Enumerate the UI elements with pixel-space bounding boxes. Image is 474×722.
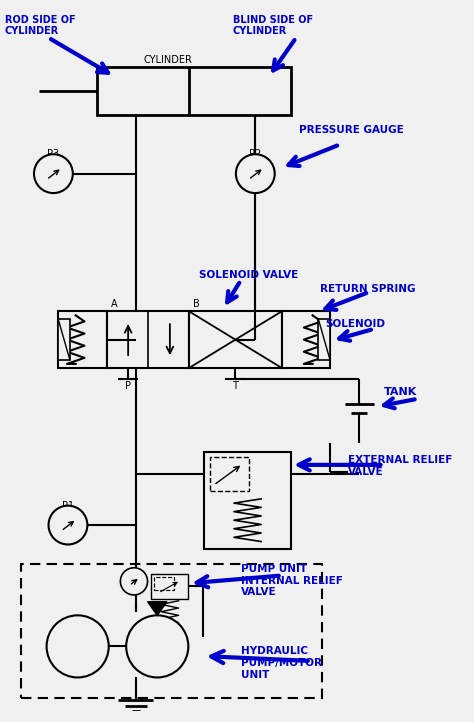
Bar	[58, 319, 70, 360]
Bar	[282, 311, 330, 367]
Polygon shape	[147, 601, 167, 615]
Text: PUMP/MOTOR: PUMP/MOTOR	[241, 658, 322, 668]
Circle shape	[120, 567, 147, 595]
Bar	[204, 452, 291, 549]
Text: SOLENOID: SOLENOID	[325, 319, 385, 329]
Text: CYLINDER: CYLINDER	[144, 55, 192, 65]
Bar	[319, 319, 330, 360]
Text: P3: P3	[47, 149, 59, 160]
Text: PRESSURE GAUGE: PRESSURE GAUGE	[299, 125, 404, 135]
Text: P: P	[125, 381, 131, 391]
Bar	[155, 576, 174, 590]
Text: PUMP UNIT: PUMP UNIT	[241, 564, 307, 574]
Text: SOLENOID VALVE: SOLENOID VALVE	[199, 270, 298, 279]
Circle shape	[236, 155, 275, 193]
Circle shape	[46, 615, 109, 677]
Bar	[21, 564, 322, 698]
Text: P1: P1	[62, 501, 74, 510]
Text: P2: P2	[249, 149, 262, 160]
Text: RETURN SPRING: RETURN SPRING	[320, 284, 416, 295]
Text: VALVE: VALVE	[347, 467, 383, 477]
Text: INTERNAL RELIEF: INTERNAL RELIEF	[241, 575, 343, 586]
Text: HYDRAULIC: HYDRAULIC	[241, 646, 308, 656]
Circle shape	[126, 615, 188, 677]
Bar	[107, 311, 189, 367]
Text: VALVE: VALVE	[241, 587, 276, 597]
Text: A: A	[110, 299, 117, 308]
Bar	[58, 311, 107, 367]
Text: PUMP: PUMP	[141, 641, 173, 651]
Text: B: B	[193, 299, 200, 308]
Text: ROD SIDE OF: ROD SIDE OF	[5, 15, 75, 25]
Text: BLIND SIDE OF: BLIND SIDE OF	[233, 15, 313, 25]
Bar	[151, 573, 188, 599]
Text: EXTERNAL RELIEF: EXTERNAL RELIEF	[347, 455, 452, 465]
Text: MOTOR: MOTOR	[57, 641, 98, 651]
Text: TANK: TANK	[383, 387, 417, 397]
Bar	[97, 67, 291, 116]
Bar	[210, 457, 248, 491]
Bar	[189, 311, 282, 367]
Text: CYLINDER: CYLINDER	[233, 26, 287, 36]
Text: UNIT: UNIT	[241, 670, 269, 679]
Text: T: T	[232, 381, 238, 391]
Text: CYLINDER: CYLINDER	[5, 26, 59, 36]
Circle shape	[48, 505, 87, 544]
Circle shape	[34, 155, 73, 193]
